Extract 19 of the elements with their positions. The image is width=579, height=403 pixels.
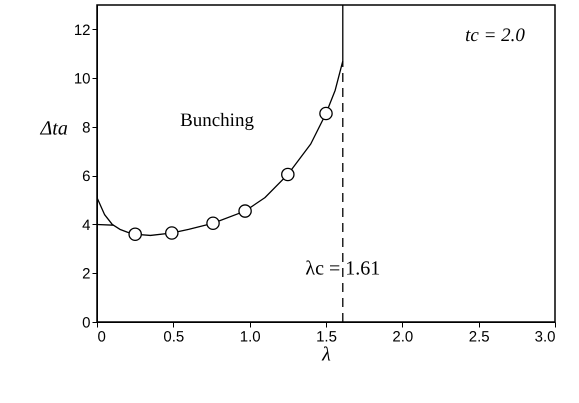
- x-tick-label: 3.0: [534, 328, 556, 346]
- x-tick-label: 1.5: [316, 328, 337, 346]
- y-tick-label: 6: [82, 168, 90, 186]
- y-tick-label: 2: [82, 266, 90, 283]
- x-tick-label: 2.0: [392, 328, 414, 346]
- y-axis-title: Δta: [40, 118, 68, 140]
- annotation: λc = 1.61: [305, 257, 380, 280]
- y-tick-label: 0: [82, 314, 90, 332]
- annotation: tc = 2.0: [465, 25, 526, 46]
- y-tick-label: 12: [74, 22, 90, 39]
- y-tick-label: 10: [74, 70, 90, 88]
- x-axis-title: λ: [321, 344, 332, 366]
- x-tick-label: 1.0: [240, 328, 261, 346]
- y-tick-label: 8: [82, 119, 90, 136]
- y-tick-label: 4: [82, 216, 90, 234]
- x-tick-label: 0.5: [163, 328, 184, 346]
- x-tick-label: 2.5: [468, 328, 490, 346]
- annotation: Bunching: [180, 110, 254, 131]
- x-tick-label: 0: [98, 328, 106, 346]
